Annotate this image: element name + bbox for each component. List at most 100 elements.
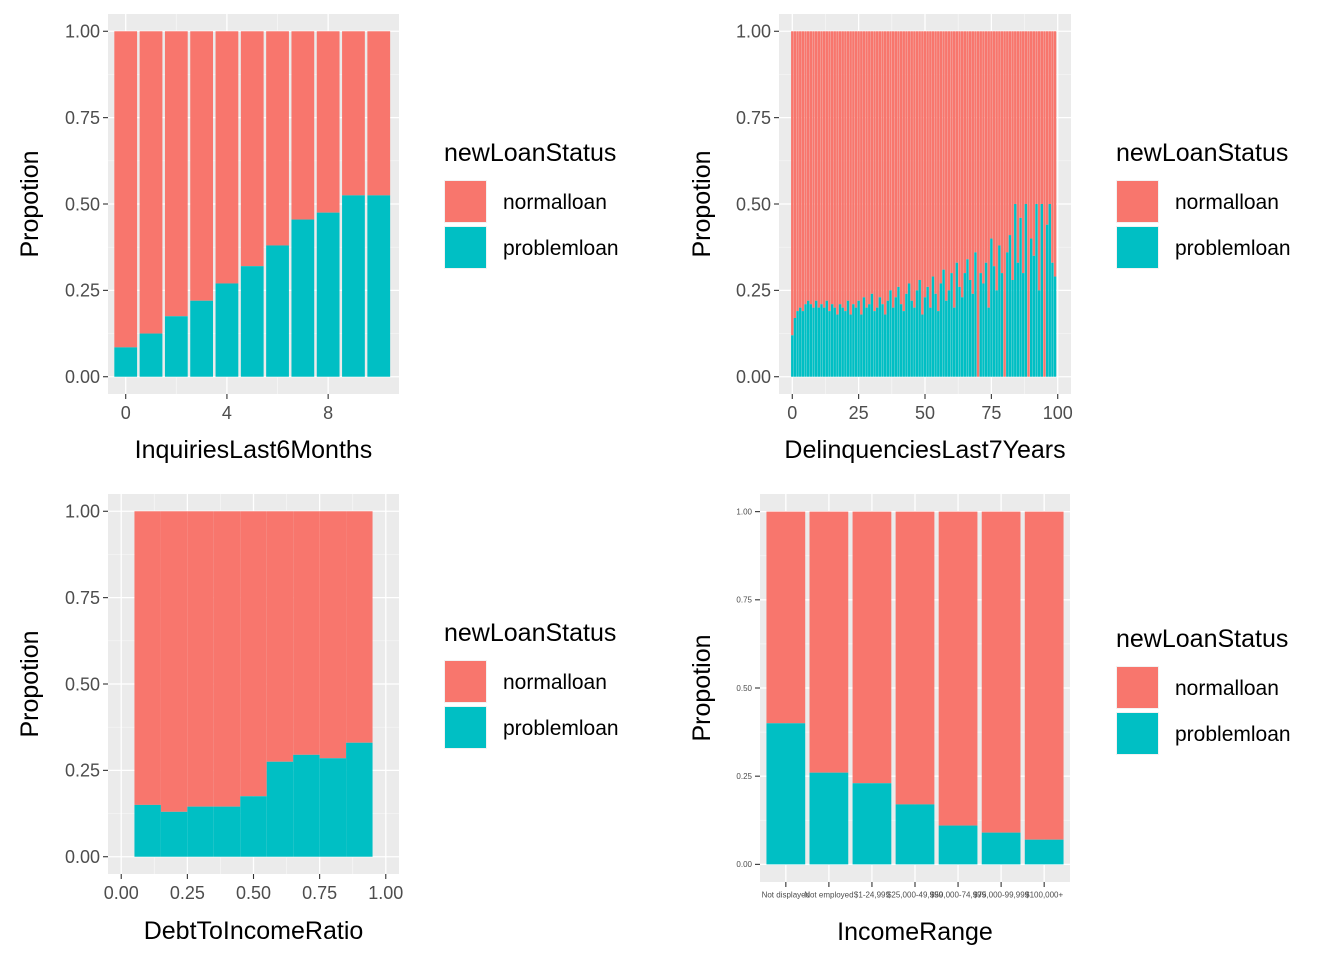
bar-problemloan (1016, 262, 1020, 377)
bar-problemloan (873, 311, 876, 377)
legend-title: newLoanStatus (444, 619, 616, 647)
bar-problemloan (293, 754, 320, 857)
bar-normalloan (1032, 31, 1036, 256)
bar-problemloan (215, 283, 239, 377)
bar-normalloan (891, 31, 895, 308)
bar-problemloan (899, 304, 903, 377)
bar-normalloan (807, 31, 810, 301)
y-tick-label: 0.00 (65, 367, 100, 387)
x-axis-title: DebtToIncomeRatio (144, 917, 364, 945)
legend: newLoanStatus normalloan problemloan (444, 619, 619, 749)
bar-normalloan (902, 31, 905, 312)
bar-problemloan (807, 300, 810, 377)
bar-problemloan (910, 300, 913, 377)
bar-normalloan (873, 31, 876, 312)
bar-problemloan (240, 266, 264, 377)
bar-normalloan (1000, 31, 1004, 274)
bar-problemloan (947, 290, 951, 377)
bar-problemloan (926, 286, 929, 377)
bar-normalloan (870, 31, 874, 294)
bar-normalloan (905, 31, 908, 294)
y-tick-label: 1.00 (736, 507, 752, 516)
x-tick-label: 0.25 (170, 883, 205, 903)
bar-normalloan (1016, 31, 1020, 263)
bar-normalloan (266, 31, 289, 246)
bar-normalloan (114, 31, 138, 348)
y-tick-label: 0.25 (736, 281, 771, 301)
bar-problemloan (1019, 217, 1022, 377)
bar-problemloan (796, 311, 799, 377)
bar-problemloan (836, 314, 839, 377)
bar-normalloan (187, 511, 214, 807)
x-tick-label: 0 (121, 403, 131, 423)
x-axis-title: IncomeRange (837, 918, 993, 946)
bar-problemloan (849, 314, 852, 377)
bar-problemloan (897, 286, 900, 377)
y-tick-label: 0.00 (736, 367, 771, 387)
bar-problemloan (844, 311, 847, 377)
bar-problemloan (1045, 224, 1049, 377)
bar-normalloan (817, 31, 821, 308)
bar-problemloan (190, 300, 214, 377)
bar-problemloan (1011, 280, 1014, 377)
bar-problemloan (766, 723, 806, 865)
bar-problemloan (809, 304, 813, 377)
bar-normalloan (1008, 31, 1012, 236)
bar-problemloan (266, 245, 289, 377)
bar-normalloan (915, 31, 919, 291)
bar-normalloan (910, 31, 913, 301)
bar-normalloan (809, 31, 813, 305)
bar-normalloan (931, 31, 935, 277)
bar-normalloan (883, 31, 887, 315)
bar-normalloan (963, 31, 967, 274)
bar-problemloan (1024, 839, 1064, 865)
y-tick-label: 0.50 (736, 194, 771, 214)
bar-normalloan (1037, 31, 1041, 291)
bar-normalloan (215, 31, 239, 284)
bar-problemloan (984, 262, 988, 377)
bar-normalloan (804, 31, 807, 305)
bar-problemloan (886, 300, 890, 377)
bar-normalloan (947, 31, 951, 291)
legend-key-problemloan (445, 227, 486, 268)
bar-problemloan (367, 195, 391, 377)
legend-title: newLoanStatus (444, 139, 616, 167)
bar-problemloan (801, 311, 805, 377)
bar-problemloan (968, 280, 972, 377)
bar-normalloan (958, 31, 961, 287)
bar-problemloan (1053, 276, 1057, 377)
x-tick-label: 75 (981, 403, 1001, 423)
y-tick-label: 0.00 (65, 847, 100, 867)
legend-label-problemloan: problemloan (503, 717, 619, 740)
y-tick-label: 0.50 (65, 674, 100, 694)
bar-normalloan (1043, 31, 1046, 377)
bar-problemloan (929, 307, 932, 377)
bar-normalloan (894, 31, 897, 298)
x-tick-label: 0 (787, 403, 797, 423)
panel-delinquencies: 0.00 0.25 0.50 0.75 1.00 0 25 50 75 100 Delinquenc… (688, 14, 1291, 464)
bar-normalloan (960, 31, 964, 298)
legend-key-normalloan (445, 181, 486, 222)
legend-title: newLoanStatus (1116, 625, 1288, 653)
bar-normalloan (838, 31, 842, 305)
bar-problemloan (1037, 290, 1041, 377)
legend-key-normalloan (1117, 667, 1158, 708)
bar-normalloan (852, 31, 855, 305)
bar-normalloan (841, 31, 844, 308)
x-axis-title: DelinquenciesLast7Years (784, 436, 1065, 464)
bar-normalloan (266, 511, 294, 762)
bar-problemloan (894, 297, 897, 377)
legend: newLoanStatus normalloan problemloan (444, 139, 619, 269)
bar-problemloan (346, 742, 373, 857)
bar-normalloan (833, 31, 836, 308)
bar-normalloan (918, 31, 921, 280)
legend: newLoanStatus normalloan problemloan (1116, 139, 1291, 269)
bar-problemloan (1029, 238, 1033, 377)
bar-normalloan (987, 31, 990, 308)
x-tick-label: 4 (222, 403, 232, 423)
bar-problemloan (895, 804, 935, 865)
y-tick-label: 1.00 (736, 22, 771, 42)
bar-normalloan (1035, 31, 1038, 204)
y-tick-label: 1.00 (65, 22, 100, 42)
bar-problemloan (1006, 252, 1009, 377)
